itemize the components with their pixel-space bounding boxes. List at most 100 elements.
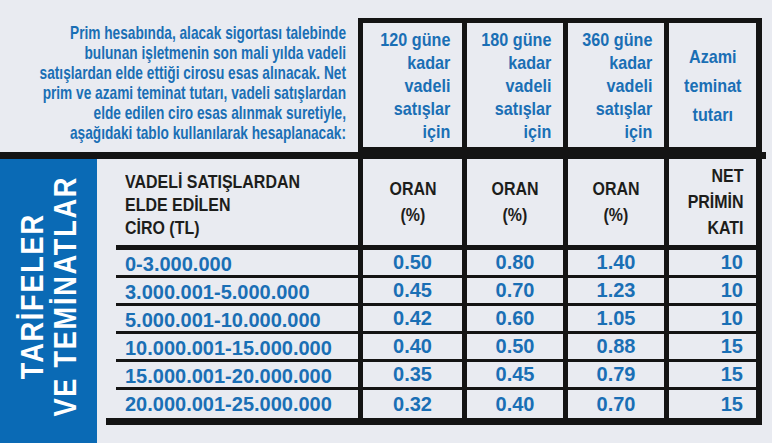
maturity-header-line: 360 güne: [582, 28, 652, 51]
column-header-text: ORAN(%): [592, 176, 639, 228]
column-header-cell: NETPRİMİNKATI: [664, 159, 757, 250]
maturity-header-text: Azamiteminattutarı: [684, 42, 741, 129]
maturity-header-line: için: [380, 120, 450, 143]
column-header-text: VADELİ SATIŞLARDANELDE EDİLENCİRO (TL): [125, 170, 300, 239]
column-header-line: CİRO (TL): [125, 216, 300, 239]
table-cell: 0.88: [563, 334, 664, 362]
table-cell: 10: [664, 250, 757, 278]
column-header-text: ORAN(%): [389, 176, 436, 228]
intro-paragraph: Prim hesabında, alacak sigortası talebin…: [8, 0, 346, 152]
table-cell: 0.79: [563, 362, 664, 390]
divider-band: [0, 152, 766, 159]
sidebar: TARİFELERVE TEMİNATLAR: [0, 159, 97, 443]
table-cell-text: 0.50: [393, 251, 432, 274]
column-header-line: (%): [592, 202, 639, 228]
table-cell: 1.23: [563, 278, 664, 306]
table-cell-text: 0-3.000.000: [125, 253, 232, 276]
column-header-line: (%): [389, 202, 436, 228]
column-header-cell: VADELİ SATIŞLARDANELDE EDİLENCİRO (TL): [97, 159, 358, 250]
table-cell: 15.000.001-20.000.000: [97, 362, 358, 390]
table-cell: 0.50: [462, 334, 563, 362]
maturity-header-text: 180 günekadarvadelisatışlariçin: [481, 28, 551, 143]
table-cell: 0.40: [462, 390, 563, 418]
table-cell: 15: [664, 334, 757, 362]
column-header-cell: ORAN(%): [358, 159, 462, 250]
maturity-header-line: 180 güne: [481, 28, 551, 51]
maturity-header-row: 120 günekadarvadelisatışlariçin180 günek…: [358, 18, 762, 152]
table-cell: 0.45: [358, 278, 462, 306]
maturity-header-cell: 120 günekadarvadelisatışlariçin: [363, 23, 462, 147]
table-cell-text: 10: [721, 279, 743, 302]
sidebar-title-line: TARİFELER: [16, 176, 49, 417]
maturity-header-line: satışlar: [582, 97, 652, 120]
table-cell-text: 0.88: [597, 335, 636, 358]
table-cell: 1.05: [563, 306, 664, 334]
table-cell-text: 1.40: [597, 251, 636, 274]
table-cell-text: 10.000.001-15.000.000: [125, 337, 332, 360]
table-cell-text: 0.40: [393, 335, 432, 358]
table-cell-text: 20.000.001-25.000.000: [125, 393, 332, 416]
table-cell: 10.000.001-15.000.000: [97, 334, 358, 362]
maturity-header-line: kadar: [582, 51, 652, 74]
column-header-line: PRİMİN: [687, 189, 743, 215]
column-header-cell: ORAN(%): [563, 159, 664, 250]
maturity-header-line: vadeli: [582, 74, 652, 97]
intro-line: elde edilen ciro esas alınmak suretiyle,: [8, 103, 346, 123]
table-cell: 0.60: [462, 306, 563, 334]
table-cell: 3.000.001-5.000.000: [97, 278, 358, 306]
maturity-header-cell: Azamiteminattutarı: [664, 23, 757, 147]
table-cell-text: 15: [721, 335, 743, 358]
rates-table: VADELİ SATIŞLARDANELDE EDİLENCİRO (TL) OR…: [97, 159, 762, 425]
column-header-text: ORAN(%): [491, 176, 538, 228]
intro-line: aşağıdaki tablo kullanılarak hesaplanaca…: [8, 123, 346, 143]
table-cell-text: 10: [721, 307, 743, 330]
table-cell-text: 15.000.001-20.000.000: [125, 365, 332, 388]
maturity-header-line: için: [582, 120, 652, 143]
table-cell: 20.000.001-25.000.000: [97, 390, 358, 418]
column-header-line: NET: [687, 163, 743, 189]
column-header-line: VADELİ SATIŞLARDAN: [125, 170, 300, 193]
table-cell: 5.000.001-10.000.000: [97, 306, 358, 334]
sidebar-title: TARİFELERVE TEMİNATLAR: [16, 176, 82, 417]
maturity-header-line: 120 güne: [380, 28, 450, 51]
table-cell: 0-3.000.000: [97, 250, 358, 278]
table-cell-text: 5.000.001-10.000.000: [125, 309, 321, 332]
table-cell: 10: [664, 278, 757, 306]
column-header-line: ORAN: [491, 176, 538, 202]
intro-line: satışlardan elde ettiği cirosu esas alın…: [8, 63, 346, 83]
table-cell: 15: [664, 390, 757, 418]
table-cell-text: 0.70: [597, 393, 636, 416]
table-cell: 1.40: [563, 250, 664, 278]
table-cell: 0.80: [462, 250, 563, 278]
table-cell-text: 0.60: [496, 307, 535, 330]
maturity-header-line: için: [481, 120, 551, 143]
maturity-header-line: Azami: [684, 42, 741, 71]
column-header-line: ELDE EDİLEN: [125, 193, 300, 216]
maturity-header-text: 360 günekadarvadelisatışlariçin: [582, 28, 652, 143]
table-cell: 0.45: [462, 362, 563, 390]
table-cell: 15: [664, 362, 757, 390]
table-cell-text: 0.80: [496, 251, 535, 274]
table-cell-text: 0.42: [393, 307, 432, 330]
column-header-line: ORAN: [389, 176, 436, 202]
table-cell: 0.70: [462, 278, 563, 306]
table-cell-text: 10: [721, 251, 743, 274]
maturity-header-line: kadar: [481, 51, 551, 74]
table-cell-text: 3.000.001-5.000.000: [125, 281, 310, 304]
table-cell-text: 0.35: [393, 363, 432, 386]
table-cell-text: 15: [721, 363, 743, 386]
table-bottom-gap: [97, 418, 106, 425]
table-cell-text: 1.05: [597, 307, 636, 330]
intro-line: Prim hesabında, alacak sigortası talebin…: [8, 23, 346, 43]
table-cell: 0.35: [358, 362, 462, 390]
table-cell-text: 0.45: [393, 279, 432, 302]
table-cell-text: 0.40: [496, 393, 535, 416]
table-cell: 0.32: [358, 390, 462, 418]
intro-line: prim ve azami teminat tutarı, vadeli sat…: [8, 83, 346, 103]
table-cell-text: 0.50: [496, 335, 535, 358]
intro-line: bulunan işletmenin son mali yılda vadeli: [8, 43, 346, 63]
table-cell-text: 1.23: [597, 279, 636, 302]
maturity-header-line: tutarı: [684, 100, 741, 129]
maturity-header-cell: 360 günekadarvadelisatışlariçin: [563, 23, 664, 147]
page: Prim hesabında, alacak sigortası talebin…: [0, 0, 772, 443]
